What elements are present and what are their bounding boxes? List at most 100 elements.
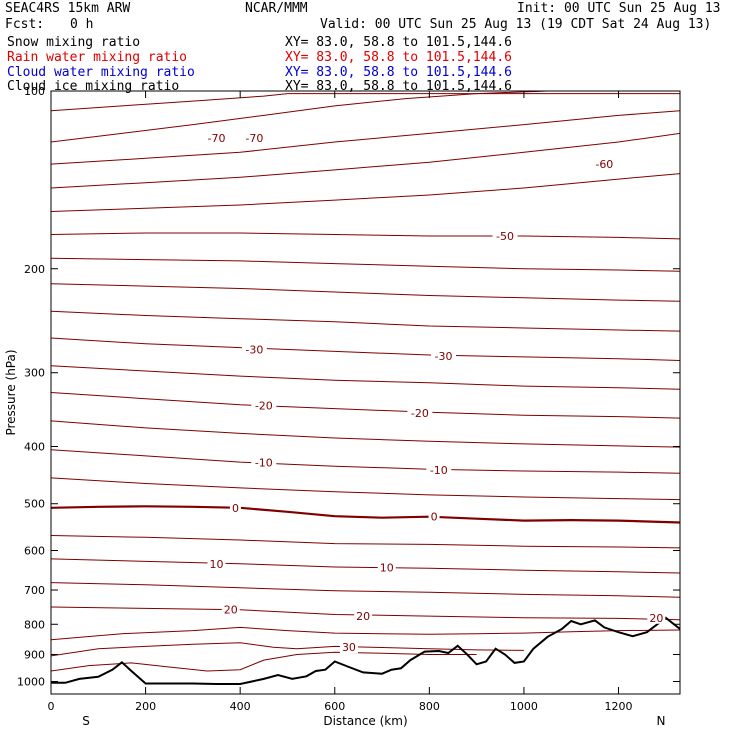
contour-label: 20 (224, 603, 238, 616)
contour-label: 20 (356, 610, 370, 623)
org-label: NCAR/MMM (245, 1, 308, 16)
isotherm-line (51, 477, 680, 501)
contour-label-bg (431, 349, 457, 362)
isotherm-line (51, 606, 680, 621)
contour-label-bg (229, 501, 241, 514)
contour-label-bg (339, 641, 358, 654)
contour-label-bg (428, 510, 440, 523)
y-tick-label: 200 (24, 263, 45, 276)
contour-label: 20 (649, 612, 663, 625)
field-name-cloud-ice: Cloud ice mixing ratio (7, 79, 180, 94)
field-xy-cloud-water: XY= 83.0, 58.8 to 101.5,144.6 (285, 65, 512, 80)
y-tick-label: 400 (24, 441, 45, 454)
valid-time: Valid: 00 UTC Sun 25 Aug 13 (19 CDT Sat … (320, 17, 712, 32)
x-tick-label: 200 (135, 700, 156, 713)
contour-label: -70 (245, 132, 263, 145)
field-xy-rain: XY= 83.0, 58.8 to 101.5,144.6 (285, 50, 512, 65)
contour-label-bg (251, 456, 277, 469)
isotherm-line (51, 110, 680, 165)
contour-label-bg (407, 406, 433, 419)
field-name-rain: Rain water mixing ratio (7, 50, 188, 65)
isotherm-line (51, 582, 680, 598)
terrain-line (51, 616, 680, 685)
contour-label: -10 (255, 457, 273, 470)
field-xy-cloud-ice: XY= 83.0, 58.8 to 101.5,144.6 (285, 79, 512, 94)
isotherm-line (51, 449, 680, 474)
x-tick-label: 800 (419, 700, 440, 713)
contour-label: -10 (430, 464, 448, 477)
contour-label-bg (207, 557, 226, 570)
x-end-label-south: S (82, 714, 90, 728)
x-end-label-north: N (657, 714, 666, 728)
contour-label: 10 (380, 561, 394, 574)
contour-label-bg (492, 229, 518, 242)
isotherm-line (51, 310, 680, 332)
y-tick-label: 800 (24, 618, 45, 631)
isotherm-line (51, 626, 680, 641)
terrain-line-group (51, 616, 680, 685)
contour-label-bg (221, 603, 240, 616)
isotherm-line (51, 132, 680, 189)
isotherm-line (51, 93, 680, 112)
isotherm-line (51, 91, 548, 143)
x-tick-label: 1000 (510, 700, 538, 713)
contour-label: -30 (245, 343, 263, 356)
y-tick-label: 100 (24, 85, 45, 98)
contour-label: 0 (431, 511, 438, 524)
contour-label-bg (241, 131, 267, 144)
contour-label-bg (426, 463, 452, 476)
contour-label: -50 (496, 230, 514, 243)
y-tick-label: 300 (24, 367, 45, 380)
isotherm-contours (51, 91, 680, 672)
fcst-label: Fcst: (5, 17, 45, 32)
contour-label: 30 (342, 641, 356, 654)
plot-frame (50, 90, 681, 695)
isotherm-line (51, 173, 680, 212)
isotherm-line (51, 365, 680, 390)
isotherm-line (51, 337, 680, 361)
contour-label-bg (354, 610, 373, 623)
x-tick-label: 600 (324, 700, 345, 713)
contour-label: -20 (411, 407, 429, 420)
contour-label: -30 (435, 350, 453, 363)
y-tick-label: 1000 (17, 675, 45, 688)
isotherm-line (51, 642, 524, 657)
contour-labels: -70 -70 -60 -50 -30 -30 -20 -20 -10 -10 0 0 10 10 20 20… (204, 131, 666, 654)
contour-label-bg (591, 158, 617, 171)
y-axis-label: Pressure (hPa) (4, 349, 18, 435)
x-tick-label: 0 (48, 700, 55, 713)
field-xy-snow: XY= 83.0, 58.8 to 101.5,144.6 (285, 35, 512, 50)
y-tick-label: 500 (24, 498, 45, 511)
y-tick-label: 600 (24, 544, 45, 557)
init-time: Init: 00 UTC Sun 25 Aug 13 (517, 1, 721, 16)
x-tick-label: 1200 (605, 700, 633, 713)
contour-label: -70 (208, 132, 226, 145)
isotherm-line (51, 232, 680, 240)
x-tick-label: 400 (230, 700, 251, 713)
isotherm-line (51, 558, 680, 574)
contour-label: -60 (595, 158, 613, 171)
field-name-snow: Snow mixing ratio (7, 35, 141, 50)
field-name-cloud-water: Cloud water mixing ratio (7, 65, 195, 80)
isotherm-line (51, 505, 680, 524)
contour-label-bg (647, 611, 666, 624)
isotherm-line (51, 420, 680, 448)
contour-label-bg (204, 131, 230, 144)
contour-label-bg (241, 343, 267, 356)
x-axis-label: Distance (km) (323, 714, 407, 728)
isotherm-line (51, 535, 680, 549)
isotherm-line (51, 257, 680, 272)
model-title: SEAC4RS 15km ARW (5, 1, 131, 16)
contour-label-bg (377, 561, 396, 574)
contour-label-bg (251, 399, 277, 412)
y-tick-label: 700 (24, 584, 45, 597)
isotherm-line (51, 392, 680, 419)
contour-label: 0 (232, 502, 239, 515)
isotherm-line (51, 283, 680, 302)
fcst-value: 0 h (70, 17, 94, 32)
y-tick-label: 900 (24, 648, 45, 661)
contour-label: 10 (210, 558, 224, 571)
contour-label: -20 (255, 400, 273, 413)
